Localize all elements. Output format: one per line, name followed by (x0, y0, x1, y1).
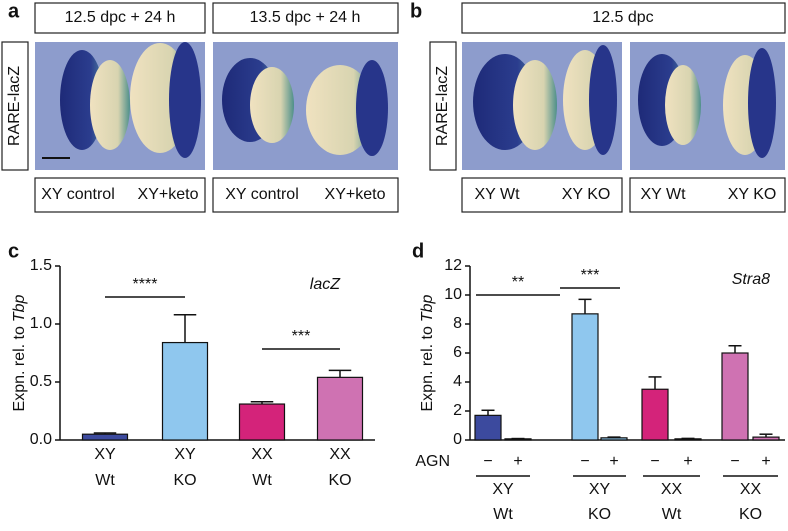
x-tick-label: Wt (662, 506, 682, 523)
side-label: RARE-lacZ (434, 66, 451, 146)
bar (504, 438, 532, 441)
caption: XY control (225, 186, 299, 203)
caption-box (212, 177, 399, 213)
caption: XY+keto (138, 186, 199, 203)
bar (81, 433, 129, 441)
significance: **** (133, 276, 158, 293)
x-tick-label: XY (94, 446, 116, 463)
caption: XY control (41, 186, 115, 203)
panel-label: b (410, 0, 422, 22)
y-tick-label: 10 (444, 286, 462, 303)
panel-label: d (412, 240, 424, 262)
bar (600, 437, 628, 441)
caption: XY Wt (640, 186, 686, 203)
y-axis-label-text: Expn. rel. to (11, 326, 28, 411)
significance: *** (292, 328, 311, 345)
header-box (34, 2, 206, 34)
x-tick-label: XY (589, 481, 611, 498)
x-axis-label: AGN (415, 453, 450, 470)
y-tick-label: 0 (453, 431, 462, 448)
bar (752, 436, 780, 441)
header-box (212, 2, 399, 34)
caption: XY+keto (325, 186, 386, 203)
bar (316, 376, 364, 441)
x-tick-label: KO (739, 506, 762, 523)
photo (213, 42, 398, 170)
series-label: − (580, 453, 589, 470)
significance: *** (581, 267, 600, 284)
header: 12.5 dpc + 24 h (65, 9, 176, 26)
y-tick-label: 12 (444, 257, 462, 274)
annotation: lacZ (310, 276, 341, 293)
series-label: + (683, 453, 692, 470)
significance: ** (512, 274, 524, 291)
x-tick-label: KO (328, 472, 351, 489)
y-axis-label: Expn. rel. to Tbp (11, 294, 28, 411)
x-tick-label: XY (174, 446, 196, 463)
y-tick-label: 4 (453, 373, 462, 390)
header: 13.5 dpc + 24 h (250, 9, 361, 26)
caption-box (629, 177, 786, 213)
annotation: Stra8 (732, 271, 770, 288)
y-axis-label-text: Expn. rel. to (419, 326, 436, 411)
x-tick-label: KO (173, 472, 196, 489)
y-axis-label: Expn. rel. to Tbp (419, 294, 436, 411)
caption-box (461, 177, 623, 213)
caption: XY Wt (474, 186, 520, 203)
side-box (1, 41, 29, 171)
panel-label: a (8, 0, 20, 22)
series-label: + (609, 453, 618, 470)
y-tick-label: 6 (453, 344, 462, 361)
bar (571, 313, 599, 441)
y-tick-label: 1.5 (30, 257, 52, 274)
y-axis-label-italic: Tbp (419, 294, 436, 322)
y-tick-label: 2 (453, 402, 462, 419)
series-label: − (650, 453, 659, 470)
panel-label: c (8, 240, 19, 262)
header-box (461, 2, 786, 34)
y-axis-label-italic: Tbp (11, 294, 28, 322)
photo (35, 42, 205, 170)
x-tick-label: Wt (252, 472, 272, 489)
bar (474, 414, 502, 441)
y-tick-label: 0.5 (30, 373, 52, 390)
x-tick-label: XX (740, 481, 762, 498)
x-tick-label: XX (251, 446, 273, 463)
x-tick-label: Wt (95, 472, 115, 489)
bar (674, 438, 702, 441)
y-tick-label: 1.0 (30, 315, 52, 332)
side-label: RARE-lacZ (6, 66, 23, 146)
photo (630, 42, 785, 170)
caption: XY KO (562, 186, 611, 203)
series-label: + (761, 453, 770, 470)
x-tick-label: Wt (493, 506, 513, 523)
header: 12.5 dpc (592, 9, 653, 26)
side-box (429, 41, 457, 171)
photo (462, 42, 622, 170)
series-label: + (513, 453, 522, 470)
y-tick-label: 0.0 (30, 431, 52, 448)
caption: XY KO (728, 186, 777, 203)
x-tick-label: XX (329, 446, 351, 463)
x-tick-label: KO (588, 506, 611, 523)
series-label: − (483, 453, 492, 470)
x-tick-label: XY (492, 481, 514, 498)
bar (238, 403, 286, 441)
y-tick-label: 8 (453, 315, 462, 332)
bar (161, 341, 209, 441)
bar (721, 352, 749, 441)
x-tick-label: XX (661, 481, 683, 498)
caption-box (34, 177, 206, 213)
bar (641, 388, 669, 441)
series-label: − (730, 453, 739, 470)
